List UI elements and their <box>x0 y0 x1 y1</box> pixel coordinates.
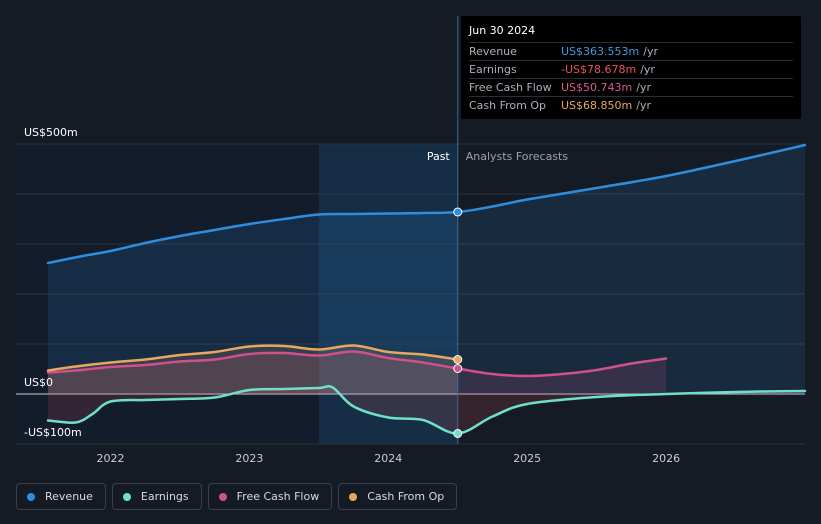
earnings-line <box>46 384 807 435</box>
legend-label: Free Cash Flow <box>236 490 320 503</box>
legend-label: Earnings <box>140 490 189 503</box>
cash-from-op-area <box>48 345 458 394</box>
tooltip-row-cash-from-op: Cash From Op US$68.850m /yr <box>469 96 793 114</box>
earnings-dot-icon <box>122 492 131 501</box>
revenue-marker <box>453 207 463 217</box>
earnings-area <box>48 386 805 434</box>
y-axis-labels: US$500m US$0 -US$100m <box>24 126 82 439</box>
free-cash-flow-dot-icon <box>218 492 227 501</box>
legend: Revenue Earnings Free Cash Flow Cash Fro… <box>16 483 458 510</box>
revenue-area <box>48 145 805 394</box>
cash-from-op-line <box>46 344 460 372</box>
legend-label: Revenue <box>45 490 93 503</box>
legend-item-earnings[interactable]: Earnings <box>111 483 202 510</box>
tooltip-unit: /yr <box>636 81 651 94</box>
free-cash-flow-area <box>48 351 667 394</box>
tooltip-value: US$68.850m <box>561 99 633 112</box>
forecast-label: Analysts Forecasts <box>466 150 569 163</box>
tooltip-label: Free Cash Flow <box>469 81 552 94</box>
y-axis-label: US$0 <box>24 376 53 389</box>
series-markers <box>453 207 463 438</box>
legend-item-free-cash-flow[interactable]: Free Cash Flow <box>207 483 333 510</box>
tooltip-unit: /yr <box>643 45 658 58</box>
tooltip-date: Jun 30 2024 <box>469 24 536 37</box>
tooltip-row-free-cash-flow: Free Cash Flow US$50.743m /yr <box>469 78 793 96</box>
cash-from-op-marker <box>453 355 463 364</box>
x-axis-label: 2026 <box>652 452 680 465</box>
tooltip-label: Cash From Op <box>469 99 547 112</box>
y-axis-label: US$500m <box>24 126 78 139</box>
tooltip-label: Earnings <box>469 63 517 76</box>
tooltip-label: Revenue <box>469 45 517 58</box>
free-cash-flow-line <box>46 350 668 378</box>
x-axis-label: 2024 <box>374 452 402 465</box>
free-cash-flow-marker <box>453 364 463 373</box>
tooltip-unit: /yr <box>636 99 651 112</box>
tooltip-value: US$50.743m <box>561 81 633 94</box>
earnings-marker <box>453 429 463 438</box>
x-axis-labels: 2022 2023 2024 2025 2026 <box>97 452 681 465</box>
legend-label: Cash From Op <box>367 490 445 503</box>
series-areas <box>48 145 805 434</box>
cash-from-op-dot-icon <box>349 492 358 501</box>
tooltip-value: -US$78.678m <box>561 63 637 76</box>
y-axis-label: -US$100m <box>24 426 82 439</box>
tooltip-unit: /yr <box>640 63 655 76</box>
series-lines <box>46 143 807 435</box>
gridlines <box>16 143 805 445</box>
tooltip: Jun 30 2024 Revenue US$363.553m /yr Earn… <box>461 16 801 119</box>
legend-item-cash-from-op[interactable]: Cash From Op <box>338 483 458 510</box>
legend-item-revenue[interactable]: Revenue <box>16 483 106 510</box>
x-axis-label: 2025 <box>513 452 541 465</box>
tooltip-row-earnings: Earnings -US$78.678m /yr <box>469 60 793 78</box>
revenue-line <box>46 143 807 265</box>
tooltip-row-revenue: Revenue US$363.553m /yr <box>469 42 793 60</box>
past-label: Past <box>427 150 451 163</box>
x-axis-label: 2022 <box>97 452 125 465</box>
tooltip-value: US$363.553m <box>561 45 640 58</box>
x-axis-label: 2023 <box>235 452 263 465</box>
revenue-dot-icon <box>27 492 35 501</box>
